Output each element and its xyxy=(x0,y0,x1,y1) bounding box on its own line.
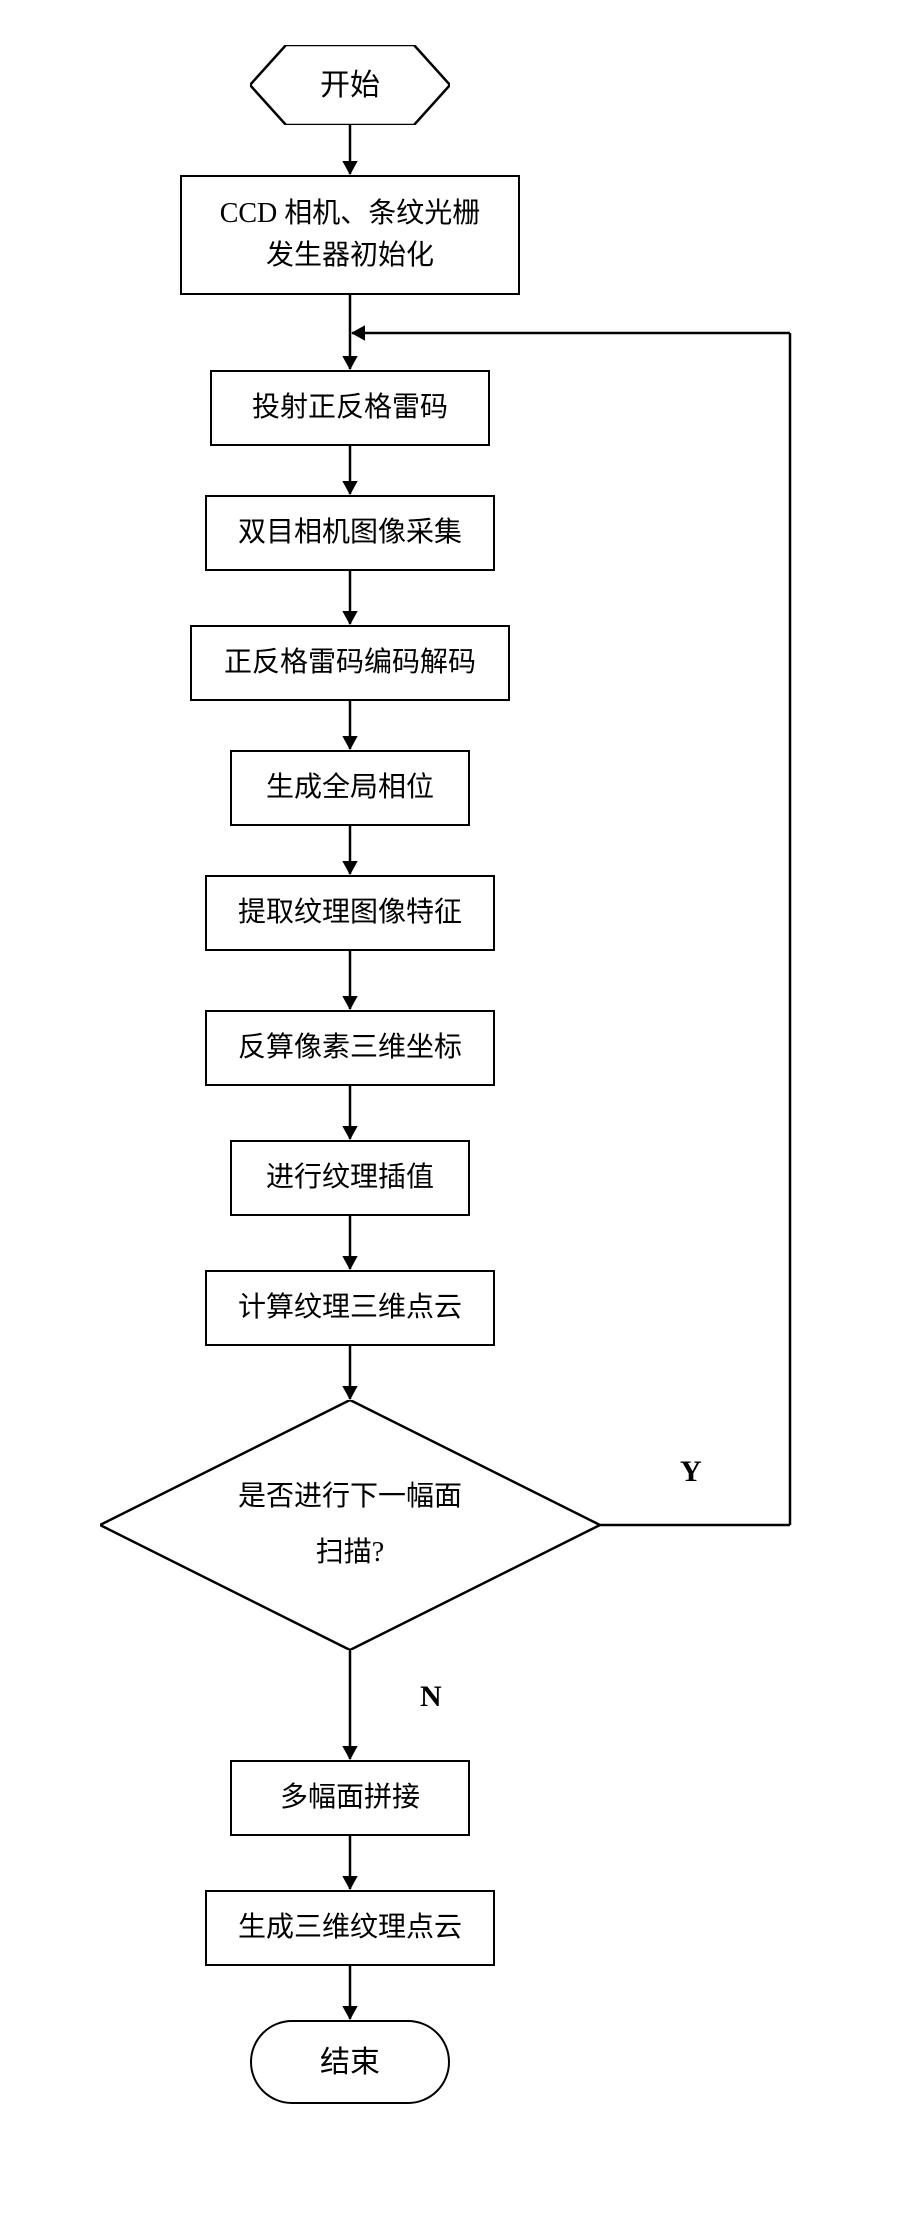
node-decision: 是否进行下一幅面扫描? xyxy=(100,1400,600,1650)
decision-label: 是否进行下一幅面扫描? xyxy=(100,1400,600,1650)
node-decode: 正反格雷码编码解码 xyxy=(190,625,510,701)
node-init: CCD 相机、条纹光栅发生器初始化 xyxy=(180,175,520,295)
node-start: 开始 xyxy=(250,45,450,125)
node-interp: 进行纹理插值 xyxy=(230,1140,470,1216)
node-gen: 生成三维纹理点云 xyxy=(205,1890,495,1966)
node-stitch: 多幅面拼接 xyxy=(230,1760,470,1836)
node-coord: 反算像素三维坐标 xyxy=(205,1010,495,1086)
node-calc: 计算纹理三维点云 xyxy=(205,1270,495,1346)
node-phase: 生成全局相位 xyxy=(230,750,470,826)
label-yes: Y xyxy=(680,1455,702,1489)
node-feature: 提取纹理图像特征 xyxy=(205,875,495,951)
label-no: N xyxy=(420,1680,442,1714)
start-label: 开始 xyxy=(250,45,450,125)
node-proj: 投射正反格雷码 xyxy=(210,370,490,446)
node-end: 结束 xyxy=(250,2020,450,2104)
node-capture: 双目相机图像采集 xyxy=(205,495,495,571)
